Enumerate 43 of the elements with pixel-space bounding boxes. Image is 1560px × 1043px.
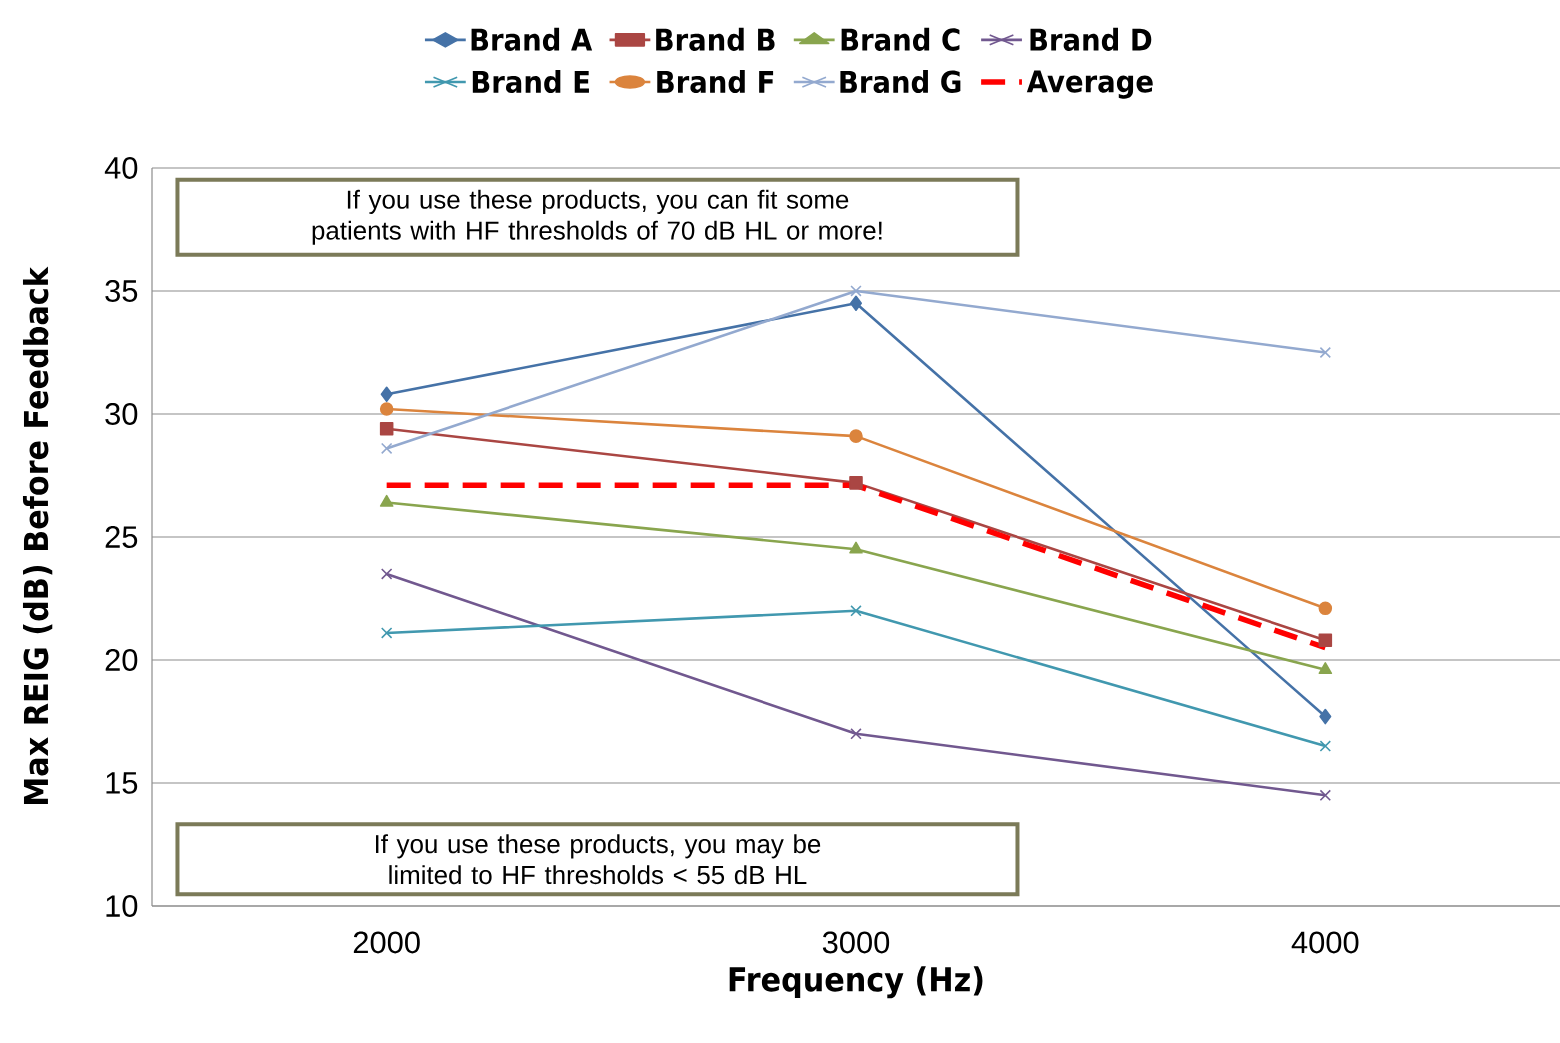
point [849, 429, 863, 443]
legend-label: Brand G [840, 69, 961, 94]
point [1319, 789, 1332, 802]
legend-label: Brand F [657, 69, 774, 94]
point [1319, 708, 1332, 725]
point [1318, 633, 1333, 648]
y-tick-label: 40 [104, 157, 138, 179]
point [850, 605, 862, 617]
y-tick-label: 15 [106, 772, 138, 794]
y-tick-label: 30 [105, 403, 138, 425]
annotation: If you use these products, you can fit some patients with HF thresholds of 70 dB HL or more! [312, 189, 882, 245]
legend-label: Brand A [471, 27, 593, 51]
x-tick-label: 3000 [822, 931, 890, 954]
x-tick-label: 4000 [1291, 931, 1359, 954]
point [1318, 601, 1333, 616]
y-tick-label: 10 [106, 895, 138, 917]
point [849, 541, 863, 554]
point [379, 494, 394, 507]
point [380, 386, 393, 403]
point [850, 285, 862, 297]
point [849, 476, 863, 490]
point [380, 627, 393, 639]
point [1319, 346, 1332, 359]
point [1319, 740, 1332, 752]
point [1318, 662, 1333, 675]
y-tick-label: 35 [105, 280, 138, 302]
annotation: If you use these products, you may be limited to HF thresholds < 55 dB HL [375, 834, 821, 885]
point [849, 295, 863, 312]
legend-label: Average [1026, 70, 1153, 99]
y-tick-label: 25 [105, 526, 138, 548]
legend-label: Brand E [472, 69, 589, 94]
point [850, 728, 862, 740]
legend-label: Brand C [841, 27, 960, 51]
x-tick-label: 2000 [353, 931, 420, 954]
point [379, 402, 394, 416]
legend-label: Brand D [1030, 27, 1152, 51]
point [380, 442, 393, 455]
x-axis-title: Frequency (Hz) [729, 966, 983, 999]
legend-label: Brand B [656, 27, 775, 51]
y-axis-title: Max REIG (dB) Before Feedback [22, 266, 53, 805]
point [379, 421, 394, 436]
y-tick-label: 20 [105, 649, 138, 671]
point [380, 568, 393, 580]
